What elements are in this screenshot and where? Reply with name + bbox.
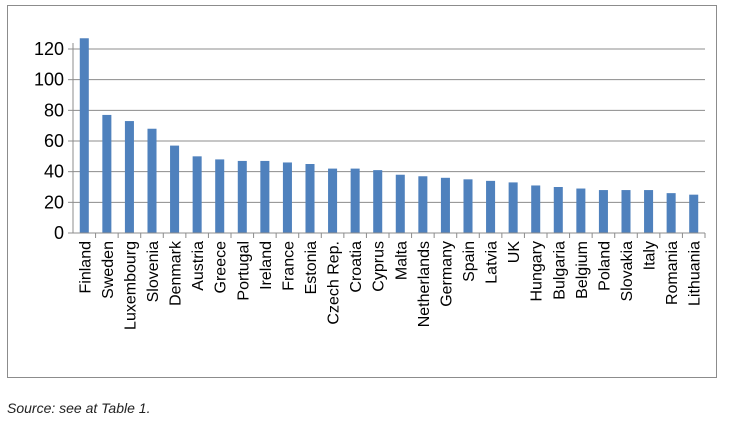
x-tick-label: Bulgaria (551, 241, 568, 300)
x-tick-label: Belgium (574, 241, 591, 299)
bar (486, 180, 496, 233)
bar (531, 185, 541, 233)
bar (328, 168, 338, 233)
bar (373, 170, 383, 233)
bar (102, 114, 112, 233)
bar (237, 160, 247, 233)
x-tick-label: Hungary (529, 241, 546, 301)
x-tick-label: Spain (461, 241, 478, 282)
x-tick-label: Croatia (348, 241, 365, 293)
y-tick-label: 100 (34, 70, 64, 90)
x-tick-label: Estonia (303, 241, 320, 294)
x-tick-label: Poland (596, 241, 613, 291)
bar (621, 190, 631, 233)
bar (79, 38, 89, 234)
x-tick-label: Greece (213, 241, 230, 294)
bar (576, 188, 586, 233)
y-tick-label: 80 (44, 100, 64, 120)
bar (124, 121, 134, 233)
x-tick-label: Germany (438, 241, 455, 307)
bar (418, 176, 428, 233)
bar (260, 160, 270, 233)
x-tick-label: UK (506, 241, 523, 264)
bar (305, 164, 315, 233)
bar (192, 156, 202, 233)
bar (508, 182, 518, 233)
x-tick-label: Luxembourg (122, 241, 139, 330)
x-tick-label: Finland (77, 241, 94, 293)
x-tick-label: Italy (642, 241, 659, 270)
bar (282, 162, 292, 233)
source-note: Source: see at Table 1. (7, 400, 151, 416)
bar (463, 179, 473, 233)
x-tick-label: Austria (190, 241, 207, 291)
y-tick-label: 0 (54, 223, 64, 243)
x-tick-label: Latvia (484, 241, 501, 284)
x-tick-label: Netherlands (416, 241, 433, 327)
x-tick-label: Portugal (235, 241, 252, 301)
bar-chart: 0 20 40 60 80 100 120 Finland Sweden Luxembourg Sl… (34, 38, 706, 330)
x-tick-label: Sweden (100, 241, 117, 299)
x-tick-label: Cyprus (371, 241, 388, 292)
bar (440, 177, 450, 233)
bar (170, 145, 180, 233)
y-tick-label: 60 (44, 131, 64, 151)
x-tick-label: Ireland (258, 241, 275, 290)
x-tick-label: Romania (664, 241, 681, 305)
y-tick-label: 40 (44, 162, 64, 182)
bar (350, 168, 360, 233)
bar (598, 190, 608, 233)
x-tick-label: Malta (393, 241, 410, 280)
x-tick-label: Slovenia (145, 241, 162, 302)
chart-frame: 0 20 40 60 80 100 120 Finland Sweden Luxembourg Sl… (7, 5, 717, 378)
y-tick-label: 120 (34, 39, 64, 59)
bar (644, 190, 654, 233)
x-tick-label: Czech Rep. (326, 241, 343, 325)
x-tick-label: Slovakia (619, 241, 636, 302)
y-tick-label: 20 (44, 192, 64, 212)
x-tick-label: France (280, 241, 297, 291)
bar (553, 187, 563, 233)
bar (666, 193, 676, 233)
bar (215, 159, 225, 233)
bar (147, 128, 157, 233)
bar (395, 174, 405, 233)
bar (689, 194, 699, 233)
x-tick-label: Denmark (168, 240, 185, 306)
x-tick-label: Lithuania (687, 241, 704, 306)
